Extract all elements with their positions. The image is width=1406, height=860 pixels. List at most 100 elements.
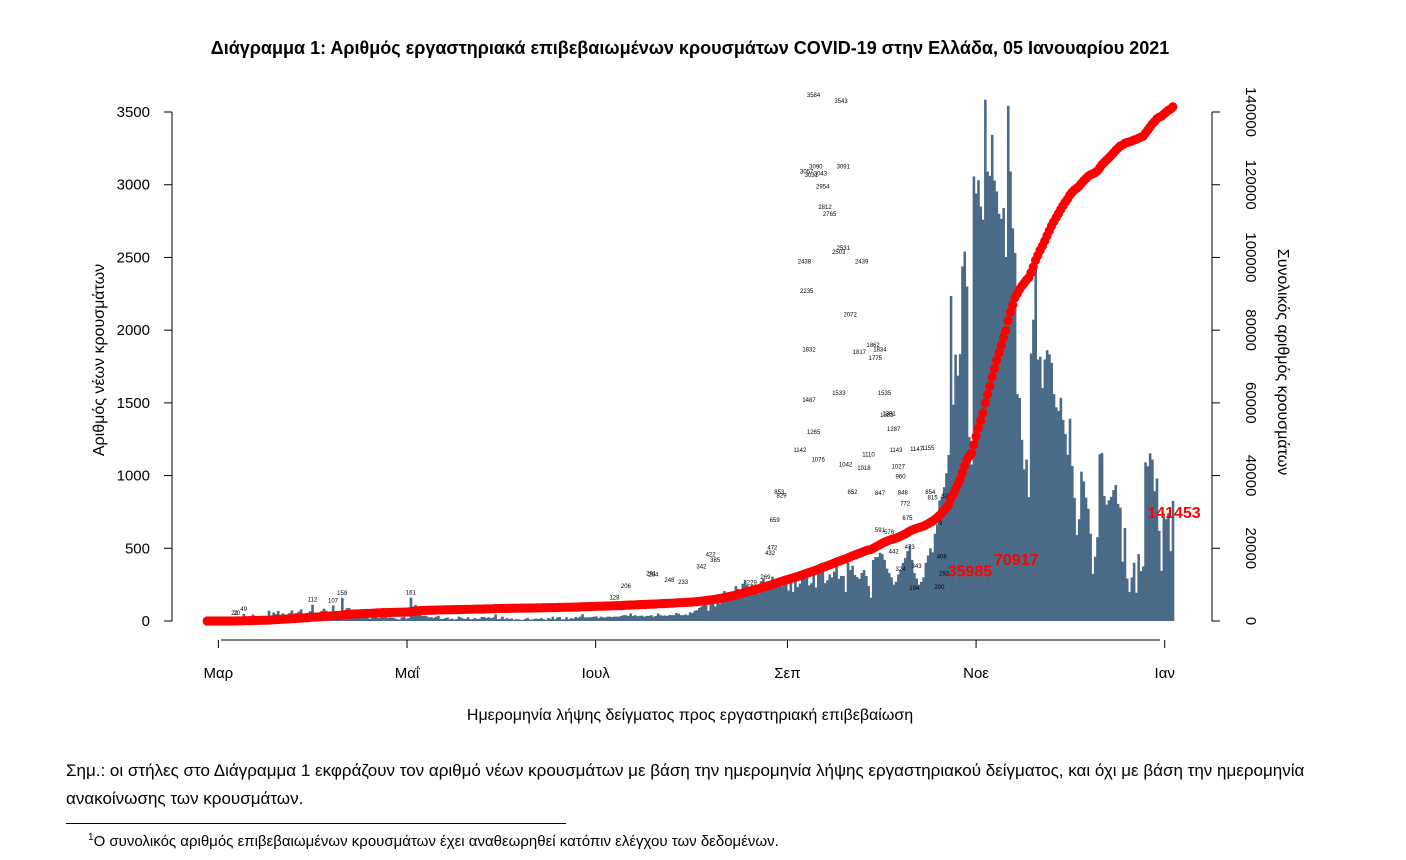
bar xyxy=(533,618,536,621)
bar xyxy=(1055,407,1058,621)
bar xyxy=(732,593,735,621)
cumulative-point xyxy=(1005,307,1015,317)
bar xyxy=(645,615,648,621)
bar xyxy=(727,597,731,621)
footnote: 1Ο συνολικός αριθμός επιβεβαιωμένων κρου… xyxy=(88,832,779,850)
bar xyxy=(528,619,532,621)
bar-value-label: 324 xyxy=(896,567,907,573)
bar xyxy=(942,487,946,621)
bar xyxy=(597,618,600,621)
bar xyxy=(576,617,580,621)
bar-value-label: 22 xyxy=(231,611,238,617)
bar xyxy=(579,616,582,621)
bar xyxy=(720,595,724,621)
bar xyxy=(601,617,605,621)
bar-value-label: 1155 xyxy=(922,446,936,452)
bar xyxy=(407,618,410,621)
bar xyxy=(661,615,664,621)
bar xyxy=(485,618,488,621)
bar xyxy=(595,616,598,621)
bar xyxy=(423,615,426,621)
bar xyxy=(821,565,825,621)
bar xyxy=(535,618,539,621)
covid-cases-chart: Διάγραμμα 1: Αριθμός εργαστηριακά επιβεβ… xyxy=(91,38,1291,724)
bar xyxy=(446,617,449,621)
cumulative-point xyxy=(976,415,986,426)
bar xyxy=(906,551,909,621)
bar xyxy=(750,584,754,621)
bar xyxy=(560,619,564,621)
bar xyxy=(494,614,497,621)
bar xyxy=(837,578,841,621)
chart-note: Σημ.: οι στήλες στο Διάγραμμα 1 εκφράζου… xyxy=(66,761,1305,808)
cumulative-point xyxy=(992,355,1002,366)
cumulative-point xyxy=(969,440,979,450)
bar xyxy=(617,616,621,621)
bar xyxy=(830,577,834,621)
bar-value-label: 2531 xyxy=(837,246,851,252)
bar xyxy=(519,619,523,621)
bar xyxy=(510,618,513,621)
bar xyxy=(382,616,385,621)
chart-title: Διάγραμμα 1: Αριθμός εργαστηριακά επιβεβ… xyxy=(211,38,1169,58)
bar xyxy=(679,615,683,621)
bar xyxy=(1052,394,1056,621)
bar-value-label: 675 xyxy=(902,516,913,522)
bar-value-label: 2439 xyxy=(855,259,869,265)
bar xyxy=(480,616,484,621)
bar xyxy=(828,574,832,621)
bar xyxy=(741,583,745,621)
bar xyxy=(940,496,944,621)
bar xyxy=(379,614,383,621)
bar xyxy=(748,590,751,621)
bar xyxy=(791,591,795,621)
bar xyxy=(643,616,646,621)
bar xyxy=(844,591,848,621)
bar xyxy=(544,619,548,621)
cumulative-point xyxy=(996,340,1006,350)
bar xyxy=(549,618,552,621)
bar-value-label: 1287 xyxy=(887,427,901,433)
bar xyxy=(938,500,941,621)
bar xyxy=(814,587,818,621)
bar-value-label: 1110 xyxy=(862,453,875,459)
bar-value-label: 3090 xyxy=(809,165,823,171)
bar xyxy=(853,574,857,621)
y2-tick-label: 100000 xyxy=(1242,232,1259,282)
cumulative-point xyxy=(978,408,988,418)
bar xyxy=(1041,388,1044,621)
bar xyxy=(389,617,392,621)
bar xyxy=(968,437,971,621)
bar xyxy=(725,600,729,621)
bar xyxy=(1130,577,1134,621)
bar xyxy=(1066,454,1070,621)
bar xyxy=(789,579,793,621)
bar xyxy=(460,617,463,621)
bar xyxy=(977,180,980,621)
bar xyxy=(665,615,669,621)
cumulative-series xyxy=(202,102,1178,626)
bar xyxy=(583,617,587,621)
bar xyxy=(796,587,799,621)
bar xyxy=(341,597,344,621)
bar xyxy=(670,615,674,621)
bar-value-label: 2503 xyxy=(832,250,846,256)
bar-value-label: 161 xyxy=(406,591,417,597)
bar xyxy=(393,618,397,621)
bar xyxy=(656,613,660,621)
bar-value-label: 1832 xyxy=(802,348,816,354)
cumulative-point xyxy=(966,448,977,458)
bar xyxy=(865,575,868,621)
bar-value-label: 659 xyxy=(770,518,781,524)
bar xyxy=(1006,105,1010,621)
y2-tick-label: 0 xyxy=(1242,617,1259,625)
y-tick-label: 2500 xyxy=(117,249,150,266)
bar xyxy=(919,581,923,621)
cumulative-point xyxy=(994,348,1004,358)
bar xyxy=(1157,530,1161,621)
bar xyxy=(885,568,889,621)
bar xyxy=(711,602,715,621)
bar-value-label: 3057 xyxy=(800,169,814,175)
bar xyxy=(574,617,578,621)
